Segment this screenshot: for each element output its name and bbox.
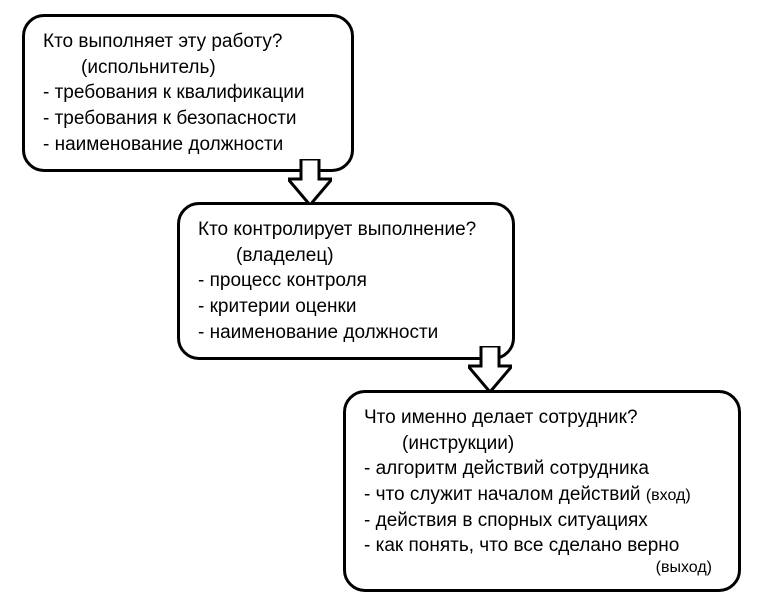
node-item-text: - что служит началом действий xyxy=(364,484,641,505)
node-item: - как понять, что все сделано верно xyxy=(364,533,720,559)
node-item: - алгоритм действий сотрудника xyxy=(364,456,720,482)
node-subtitle: (испольнитель) xyxy=(43,55,333,81)
node-subtitle: (владелец) xyxy=(198,243,494,269)
flowchart-node-instructions: Что именно делает сотрудник? (инструкции… xyxy=(343,390,741,592)
node-item: - наименование должности xyxy=(198,320,494,346)
node-item: - наименование должности xyxy=(43,132,333,158)
arrow-down-icon xyxy=(288,159,332,205)
node-title: Кто выполняет эту работу? xyxy=(43,29,333,55)
arrow-down-icon xyxy=(468,346,512,392)
flowchart-node-executor: Кто выполняет эту работу? (испольнитель)… xyxy=(22,14,354,172)
node-item: - критерии оценки xyxy=(198,294,494,320)
node-item: - что служит началом действий (вход) xyxy=(364,482,720,508)
node-item: - процесс контроля xyxy=(198,268,494,294)
flowchart-node-owner: Кто контролирует выполнение? (владелец) … xyxy=(177,202,515,360)
node-item: - действия в спорных ситуациях xyxy=(364,508,720,534)
node-title: Что именно делает сотрудник? xyxy=(364,405,720,431)
node-title: Кто контролирует выполнение? xyxy=(198,217,494,243)
node-subtitle: (инструкции) xyxy=(364,431,720,457)
node-item: - требования к безопасности xyxy=(43,106,333,132)
node-trailing-note: (выход) xyxy=(364,559,720,577)
node-item-note: (вход) xyxy=(646,487,691,504)
node-item: - требования к квалификации xyxy=(43,80,333,106)
